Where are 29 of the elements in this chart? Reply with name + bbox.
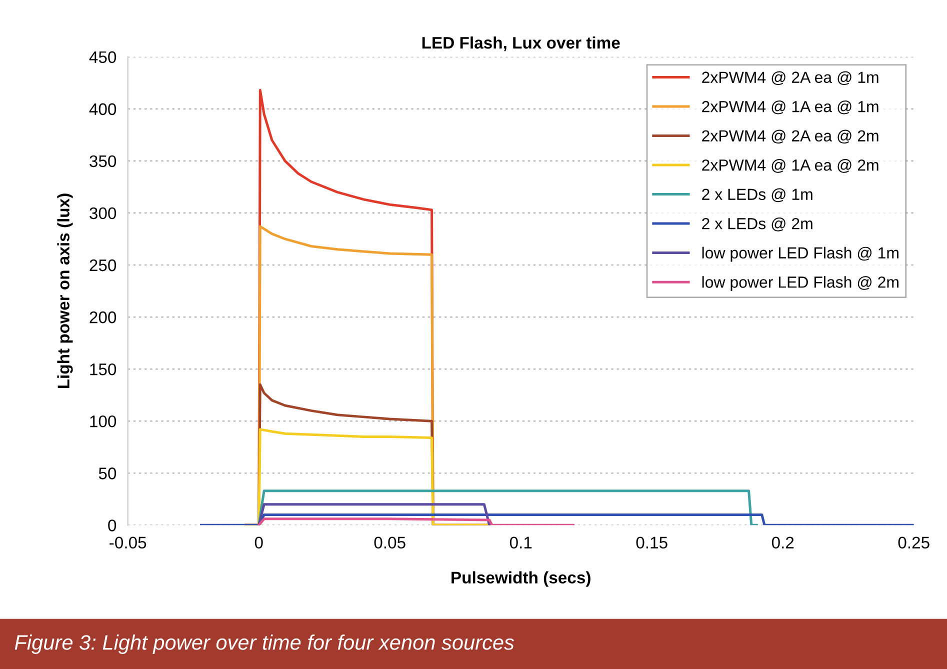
- y-tick-label: 100: [90, 416, 116, 428]
- x-tick-label: 0.2: [772, 536, 794, 549]
- x-tick-label: 0: [254, 536, 263, 549]
- legend-label: 2xPWM4 @ 2A ea @ 1m: [702, 71, 878, 86]
- x-tick-label: -0.05: [110, 536, 146, 549]
- legend-label: low power LED Flash @ 2m: [702, 276, 898, 291]
- y-tick-label: 50: [98, 468, 116, 480]
- y-tick-label: 0: [108, 520, 116, 532]
- y-tick-label: 300: [90, 207, 116, 220]
- y-tick-label: 400: [89, 103, 116, 116]
- x-tick-label: 0.1: [510, 536, 532, 549]
- y-tick-label: 150: [90, 363, 116, 376]
- legend-label: 2 x LEDs @ 2m: [702, 218, 812, 232]
- y-tick-label: 450: [89, 51, 116, 64]
- legend-label: 2xPWM4 @ 1A ea @ 1m: [702, 100, 878, 114]
- legend-label: 2 x LEDs @ 1m: [702, 188, 812, 202]
- legend-label: 2xPWM4 @ 1A ea @ 2m: [702, 159, 878, 173]
- x-axis-title: Pulsewidth (secs): [452, 571, 590, 587]
- y-tick-label: 200: [90, 311, 116, 324]
- caption: Figure 3: Light power over time for four xenon sources: [14, 634, 514, 654]
- chart-title: LED Flash, Lux over time: [422, 36, 620, 52]
- x-tick-label: 0.15: [636, 536, 668, 549]
- x-tick-label: 0.25: [898, 536, 930, 549]
- legend-label: low power LED Flash @ 1m: [702, 246, 898, 262]
- y-tick-label: 350: [90, 155, 116, 168]
- y-tick-label: 250: [90, 259, 116, 272]
- legend-label: 2xPWM4 @ 2A ea @ 2m: [702, 130, 878, 144]
- y-axis-title: Light power on axis (lux): [57, 194, 73, 388]
- x-tick-label: 0.05: [374, 536, 406, 549]
